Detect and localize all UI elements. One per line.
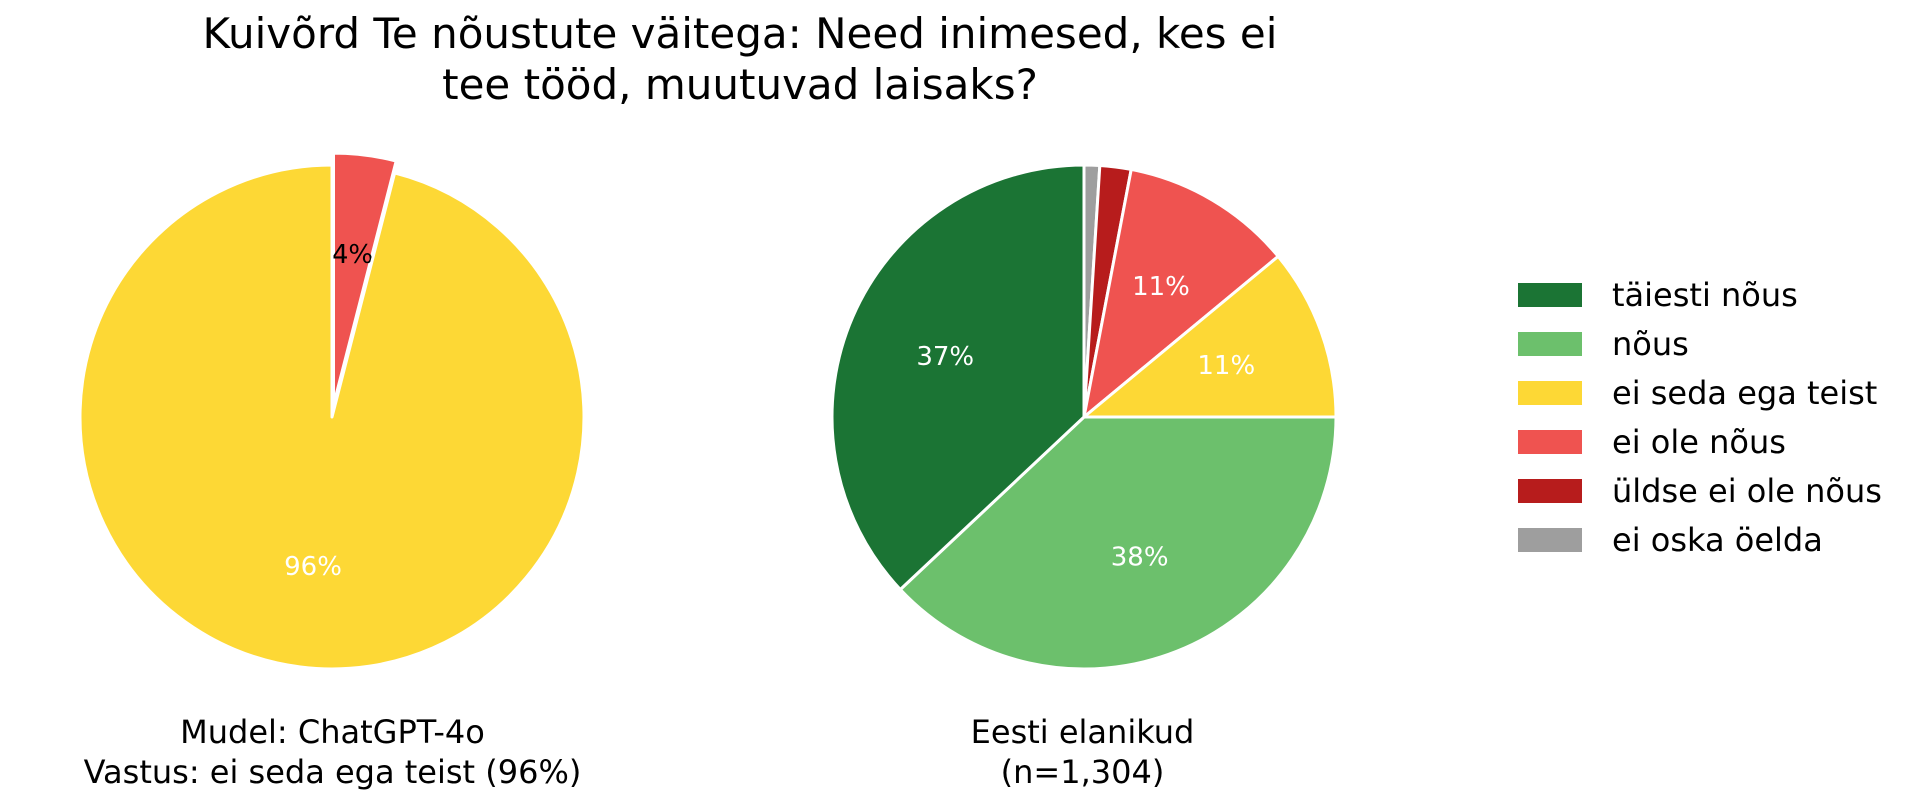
chart-title-line-1: Kuivõrd Te nõustute väitega: Need inimes… [202, 9, 1278, 58]
left-pie-caption: Mudel: ChatGPT-4o Vastus: ei seda ega te… [30, 712, 635, 792]
legend-label: ei oska öelda [1612, 520, 1823, 559]
legend-label: üldse ei ole nõus [1612, 471, 1882, 510]
left-caption-line-2: Vastus: ei seda ega teist (96%) [83, 753, 582, 791]
legend-swatch [1518, 282, 1582, 307]
chart-title: Kuivõrd Te nõustute väitega: Need inimes… [0, 8, 1480, 110]
pie-slice [830, 163, 1086, 592]
legend-swatch [1518, 478, 1582, 503]
legend-label: nõus [1612, 324, 1689, 363]
pie-slice [1082, 167, 1280, 419]
legend-item: ei seda ega teist [1518, 368, 1882, 417]
pie-slice [898, 415, 1338, 671]
legend-item: täiesti nõus [1518, 270, 1882, 319]
pie-data-label: 37% [916, 342, 974, 372]
legend-swatch [1518, 380, 1582, 405]
pie-charts-svg: 4% 96% 11% 11% 38% 37% [78, 151, 1338, 671]
pie-slice [78, 163, 586, 671]
right-caption-line-2: (n=1,304) [1000, 753, 1165, 791]
legend-label: täiesti nõus [1612, 275, 1798, 314]
legend-item: nõus [1518, 319, 1882, 368]
pie-slice [332, 151, 398, 407]
right-caption-line-1: Eesti elanikud [970, 713, 1195, 751]
legend-item: ei ole nõus [1518, 417, 1882, 466]
legend-item: üldse ei ole nõus [1518, 466, 1882, 515]
legend-swatch [1518, 527, 1582, 552]
pie-data-label: 38% [1111, 543, 1169, 573]
legend-swatch [1518, 331, 1582, 356]
pie-data-label: 11% [1197, 351, 1255, 381]
pie-data-label: 11% [1132, 272, 1190, 302]
legend-swatch [1518, 429, 1582, 454]
left-caption-line-1: Mudel: ChatGPT-4o [180, 713, 485, 751]
legend-item: ei oska öelda [1518, 515, 1882, 564]
pie-data-label: 4% [332, 240, 373, 270]
chart-title-line-2: tee tööd, muutuvad laisaks? [442, 60, 1038, 109]
right-pie-caption: Eesti elanikud (n=1,304) [830, 712, 1335, 792]
pie-slice [1082, 254, 1338, 419]
pie-chart-chatgpt: 4% 96% [78, 151, 586, 671]
legend-label: ei ole nõus [1612, 422, 1786, 461]
pie-chart-eesti: 11% 11% 38% 37% [830, 163, 1338, 671]
pie-data-label: 96% [284, 552, 342, 582]
legend-label: ei seda ega teist [1612, 373, 1878, 412]
legend: täiesti nõus nõus ei seda ega teist ei ole … [1518, 270, 1882, 564]
